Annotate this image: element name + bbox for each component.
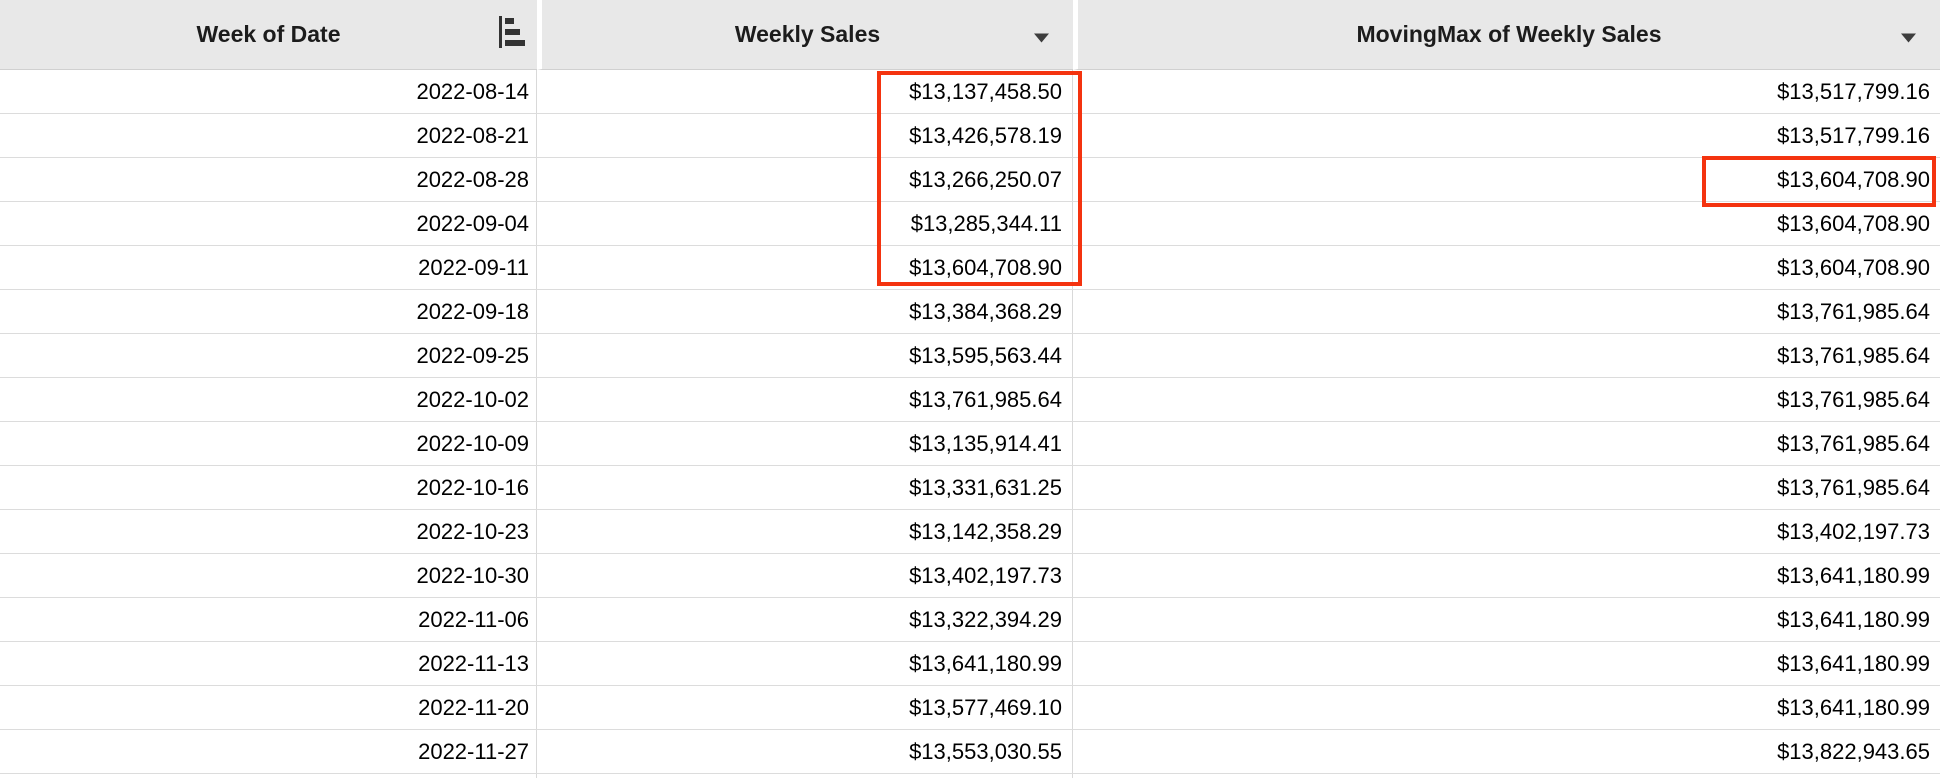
cell-moving-max[interactable]: $13,641,180.99 (1777, 606, 1930, 632)
cell-week-of-date[interactable]: 2022-09-11 (0, 246, 537, 289)
table-row[interactable]: 2022-10-09 $13,135,914.41 $13,761,985.64 (0, 422, 1940, 466)
chevron-down-icon[interactable] (1901, 21, 1916, 48)
cell-weekly-sales[interactable]: $13,285,344.11 (537, 202, 1073, 245)
cell-moving-max[interactable]: $13,517,799.16 (1777, 78, 1930, 104)
column-header-label: MovingMax of Weekly Sales (1356, 21, 1662, 47)
cell-week-of-date[interactable]: 2022-11-20 (0, 686, 537, 729)
table-row[interactable]: 2022-10-02 $13,761,985.64 $13,761,985.64 (0, 378, 1940, 422)
table-row[interactable]: 2022-10-16 $13,331,631.25 $13,761,985.64 (0, 466, 1940, 510)
cell-week-of-date[interactable]: 2022-08-28 (0, 158, 537, 201)
cell-weekly-sales[interactable]: $13,384,368.29 (537, 290, 1073, 333)
table-row[interactable]: 2022-10-30 $13,402,197.73 $13,641,180.99 (0, 554, 1940, 598)
cell-moving-max[interactable]: $13,641,180.99 (1777, 562, 1930, 588)
chevron-down-icon[interactable] (1034, 21, 1049, 48)
table-row[interactable]: 2022-09-18 $13,384,368.29 $13,761,985.64 (0, 290, 1940, 334)
table-row[interactable]: 2022-08-21 $13,426,578.19 $13,517,799.16 (0, 114, 1940, 158)
table-row[interactable]: 2022-09-04 $13,285,344.11 $13,604,708.90 (0, 202, 1940, 246)
table-row[interactable]: 2022-09-11 $13,604,708.90 $13,604,708.90 (0, 246, 1940, 290)
cell-week-of-date[interactable]: 2022-10-16 (0, 466, 537, 509)
cell-weekly-sales[interactable]: $13,577,469.10 (537, 686, 1073, 729)
column-header-week-of-date[interactable]: Week of Date (0, 0, 537, 70)
cell-weekly-sales[interactable]: $13,135,914.41 (537, 422, 1073, 465)
cell-week-of-date[interactable]: 2022-10-09 (0, 422, 537, 465)
cell-moving-max[interactable]: $13,641,180.99 (1777, 694, 1930, 720)
cell-moving-max[interactable]: $13,761,985.64 (1777, 474, 1930, 500)
partial-next-row (0, 774, 1940, 778)
cell-week-of-date[interactable]: 2022-09-25 (0, 334, 537, 377)
cell-weekly-sales[interactable]: $13,266,250.07 (537, 158, 1073, 201)
table-row[interactable]: 2022-08-14 $13,137,458.50 $13,517,799.16 (0, 70, 1940, 114)
column-header-label: Week of Date (196, 21, 341, 47)
cell-week-of-date[interactable]: 2022-10-23 (0, 510, 537, 553)
cell-moving-max[interactable]: $13,604,708.90 (1777, 210, 1930, 236)
column-header-moving-max[interactable]: MovingMax of Weekly Sales (1073, 0, 1940, 70)
cell-week-of-date[interactable]: 2022-11-13 (0, 642, 537, 685)
cell-moving-max[interactable]: $13,604,708.90 (1777, 254, 1930, 280)
cell-week-of-date[interactable]: 2022-08-14 (0, 70, 537, 113)
table-header: Week of Date Weekly Sales MovingMax of W… (0, 0, 1940, 70)
cell-weekly-sales[interactable]: $13,761,985.64 (537, 378, 1073, 421)
cell-week-of-date[interactable]: 2022-11-27 (0, 730, 537, 773)
cell-weekly-sales[interactable]: $13,595,563.44 (537, 334, 1073, 377)
cell-week-of-date[interactable]: 2022-10-02 (0, 378, 537, 421)
cell-week-of-date[interactable]: 2022-11-06 (0, 598, 537, 641)
cell-week-of-date[interactable]: 2022-09-04 (0, 202, 537, 245)
cell-moving-max[interactable]: $13,761,985.64 (1777, 342, 1930, 368)
table-row[interactable]: 2022-11-20 $13,577,469.10 $13,641,180.99 (0, 686, 1940, 730)
column-header-label: Weekly Sales (734, 21, 881, 47)
table-row[interactable]: 2022-10-23 $13,142,358.29 $13,402,197.73 (0, 510, 1940, 554)
cell-weekly-sales[interactable]: $13,402,197.73 (537, 554, 1073, 597)
cell-moving-max[interactable]: $13,641,180.99 (1777, 650, 1930, 676)
cell-weekly-sales[interactable]: $13,604,708.90 (537, 246, 1073, 289)
table-row[interactable]: 2022-11-06 $13,322,394.29 $13,641,180.99 (0, 598, 1940, 642)
cell-moving-max[interactable]: $13,761,985.64 (1777, 430, 1930, 456)
cell-weekly-sales[interactable]: $13,426,578.19 (537, 114, 1073, 157)
cell-weekly-sales[interactable]: $13,322,394.29 (537, 598, 1073, 641)
cell-week-of-date[interactable]: 2022-09-18 (0, 290, 537, 333)
sort-icon[interactable] (499, 15, 525, 54)
table-body: 2022-08-14 $13,137,458.50 $13,517,799.16 20… (0, 70, 1940, 774)
cell-week-of-date[interactable]: 2022-08-21 (0, 114, 537, 157)
cell-moving-max[interactable]: $13,604,708.90 (1777, 166, 1930, 192)
cell-moving-max[interactable]: $13,761,985.64 (1777, 386, 1930, 412)
cell-moving-max[interactable]: $13,517,799.16 (1777, 122, 1930, 148)
cell-weekly-sales[interactable]: $13,137,458.50 (537, 70, 1073, 113)
cell-week-of-date[interactable]: 2022-10-30 (0, 554, 537, 597)
cell-moving-max[interactable]: $13,822,943.65 (1777, 738, 1930, 764)
table-row[interactable]: 2022-11-13 $13,641,180.99 $13,641,180.99 (0, 642, 1940, 686)
cell-moving-max[interactable]: $13,402,197.73 (1777, 518, 1930, 544)
column-header-weekly-sales[interactable]: Weekly Sales (537, 0, 1073, 70)
table-row[interactable]: 2022-09-25 $13,595,563.44 $13,761,985.64 (0, 334, 1940, 378)
cell-weekly-sales[interactable]: $13,142,358.29 (537, 510, 1073, 553)
cell-weekly-sales[interactable]: $13,331,631.25 (537, 466, 1073, 509)
table-row[interactable]: 2022-08-28 $13,266,250.07 $13,604,708.90 (0, 158, 1940, 202)
cell-weekly-sales[interactable]: $13,641,180.99 (537, 642, 1073, 685)
table-row[interactable]: 2022-11-27 $13,553,030.55 $13,822,943.65 (0, 730, 1940, 774)
cell-weekly-sales[interactable]: $13,553,030.55 (537, 730, 1073, 773)
cell-moving-max[interactable]: $13,761,985.64 (1777, 298, 1930, 324)
